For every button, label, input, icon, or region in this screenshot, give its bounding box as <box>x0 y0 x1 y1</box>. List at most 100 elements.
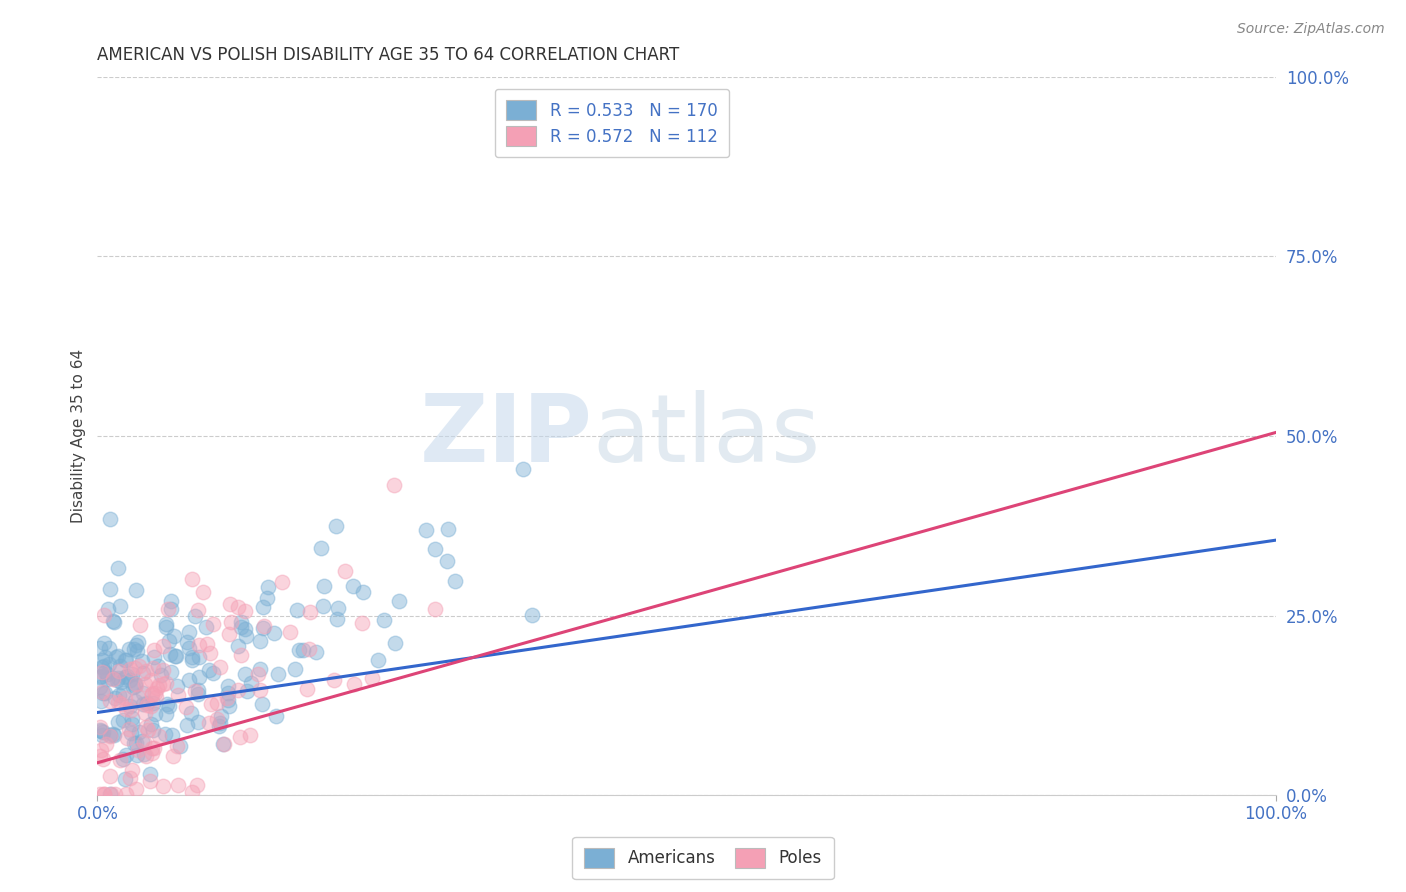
Point <box>295 681 318 696</box>
Point <box>205 712 228 726</box>
Point <box>181 650 204 665</box>
Point <box>209 660 232 674</box>
Point <box>114 670 136 684</box>
Point <box>117 731 139 745</box>
Point <box>98 694 121 708</box>
Point <box>333 564 356 578</box>
Point <box>121 711 143 725</box>
Point <box>89 723 111 737</box>
Point <box>148 678 170 692</box>
Point <box>93 787 115 801</box>
Point <box>132 686 155 700</box>
Point <box>125 582 148 597</box>
Point <box>134 677 156 691</box>
Point <box>180 706 202 721</box>
Point <box>228 639 250 653</box>
Point <box>124 661 146 675</box>
Point <box>352 615 374 630</box>
Point <box>131 734 153 748</box>
Point <box>236 683 259 698</box>
Point <box>125 638 148 652</box>
Point <box>112 752 135 766</box>
Point <box>143 741 166 756</box>
Point <box>108 599 131 614</box>
Point <box>180 653 202 667</box>
Point <box>436 554 458 568</box>
Point <box>89 670 111 684</box>
Point <box>122 642 145 657</box>
Point <box>253 619 276 633</box>
Point <box>142 642 165 657</box>
Point <box>121 667 143 681</box>
Point <box>146 681 169 695</box>
Point <box>128 618 150 632</box>
Point <box>249 633 271 648</box>
Point <box>326 600 349 615</box>
Point <box>219 615 242 630</box>
Point <box>115 747 138 762</box>
Point <box>134 735 156 749</box>
Point <box>142 661 165 675</box>
Point <box>187 649 209 664</box>
Point <box>125 736 148 750</box>
Point <box>107 561 129 575</box>
Point <box>233 622 256 636</box>
Point <box>198 646 221 660</box>
Point <box>157 698 180 713</box>
Point <box>105 649 128 664</box>
Point <box>135 696 157 710</box>
Point <box>141 746 163 760</box>
Point <box>98 640 121 655</box>
Point <box>145 690 167 705</box>
Point <box>103 728 125 742</box>
Point <box>512 461 534 475</box>
Point <box>131 697 153 711</box>
Point <box>176 634 198 648</box>
Point <box>101 671 124 685</box>
Point <box>184 684 207 698</box>
Point <box>122 680 145 694</box>
Point <box>384 636 406 650</box>
Point <box>284 662 307 676</box>
Point <box>110 753 132 767</box>
Point <box>139 774 162 789</box>
Point <box>131 654 153 668</box>
Point <box>179 625 201 640</box>
Point <box>89 787 111 801</box>
Text: AMERICAN VS POLISH DISABILITY AGE 35 TO 64 CORRELATION CHART: AMERICAN VS POLISH DISABILITY AGE 35 TO … <box>97 46 679 64</box>
Point <box>125 677 148 691</box>
Point <box>219 597 242 611</box>
Point <box>195 620 218 634</box>
Point <box>305 645 328 659</box>
Point <box>128 658 150 673</box>
Point <box>162 749 184 764</box>
Point <box>169 739 191 753</box>
Point <box>90 653 112 667</box>
Point <box>252 600 274 615</box>
Point <box>218 627 240 641</box>
Point <box>249 683 271 698</box>
Point <box>155 616 177 631</box>
Point <box>208 718 231 732</box>
Point <box>520 608 543 623</box>
Point <box>152 639 174 653</box>
Point <box>108 688 131 702</box>
Point <box>135 749 157 764</box>
Point <box>145 707 167 722</box>
Point <box>233 666 256 681</box>
Point <box>423 542 446 557</box>
Point <box>93 787 115 801</box>
Legend: Americans, Poles: Americans, Poles <box>572 837 834 880</box>
Point <box>143 649 166 664</box>
Point <box>112 713 135 727</box>
Point <box>165 649 187 664</box>
Point <box>187 687 209 701</box>
Point <box>93 725 115 739</box>
Point <box>103 672 125 686</box>
Point <box>166 739 188 753</box>
Point <box>155 620 177 634</box>
Point <box>157 633 180 648</box>
Point <box>201 666 224 681</box>
Point <box>188 670 211 684</box>
Point <box>177 641 200 656</box>
